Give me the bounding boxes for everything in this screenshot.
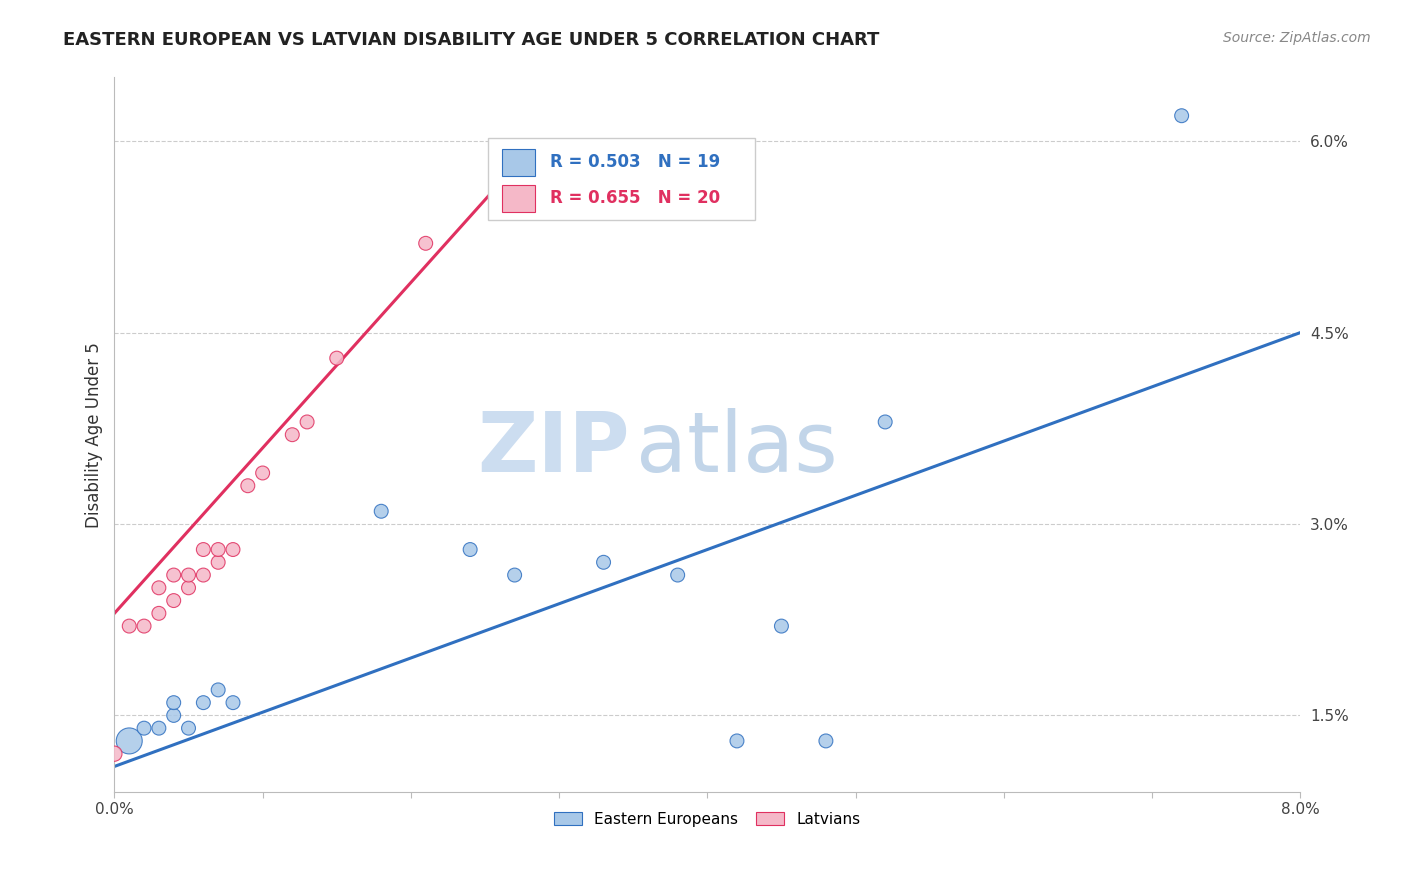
Point: [118, 619, 141, 633]
Point: [207, 555, 229, 569]
Text: R = 0.655   N = 20: R = 0.655 N = 20: [550, 189, 720, 207]
Point: [163, 696, 186, 710]
Point: [770, 619, 793, 633]
Legend: Eastern Europeans, Latvians: Eastern Europeans, Latvians: [547, 804, 868, 834]
Text: EASTERN EUROPEAN VS LATVIAN DISABILITY AGE UNDER 5 CORRELATION CHART: EASTERN EUROPEAN VS LATVIAN DISABILITY A…: [63, 31, 880, 49]
Point: [177, 581, 200, 595]
Point: [118, 734, 141, 748]
Text: Source: ZipAtlas.com: Source: ZipAtlas.com: [1223, 31, 1371, 45]
Point: [177, 721, 200, 735]
FancyBboxPatch shape: [488, 138, 755, 220]
Point: [148, 607, 170, 621]
Point: [503, 568, 526, 582]
Text: atlas: atlas: [636, 409, 838, 490]
Point: [132, 721, 155, 735]
Point: [326, 351, 349, 366]
Point: [458, 542, 481, 557]
Point: [370, 504, 392, 518]
Point: [148, 581, 170, 595]
Point: [193, 696, 215, 710]
Text: ZIP: ZIP: [478, 409, 630, 490]
Point: [666, 568, 689, 582]
Point: [103, 747, 125, 761]
Point: [295, 415, 318, 429]
Point: [814, 734, 837, 748]
Point: [725, 734, 748, 748]
Point: [592, 555, 614, 569]
Point: [193, 542, 215, 557]
Point: [163, 593, 186, 607]
Point: [163, 708, 186, 723]
FancyBboxPatch shape: [502, 185, 536, 211]
Text: R = 0.503   N = 19: R = 0.503 N = 19: [550, 153, 720, 171]
Point: [1170, 109, 1192, 123]
Point: [177, 568, 200, 582]
Point: [415, 236, 437, 251]
Point: [148, 721, 170, 735]
Point: [193, 568, 215, 582]
Point: [163, 568, 186, 582]
Y-axis label: Disability Age Under 5: Disability Age Under 5: [86, 342, 103, 528]
Point: [875, 415, 897, 429]
Point: [252, 466, 274, 480]
Point: [222, 542, 245, 557]
FancyBboxPatch shape: [502, 149, 536, 176]
Point: [281, 427, 304, 442]
Point: [207, 542, 229, 557]
Point: [222, 696, 245, 710]
Point: [207, 682, 229, 697]
Point: [132, 619, 155, 633]
Point: [236, 479, 259, 493]
